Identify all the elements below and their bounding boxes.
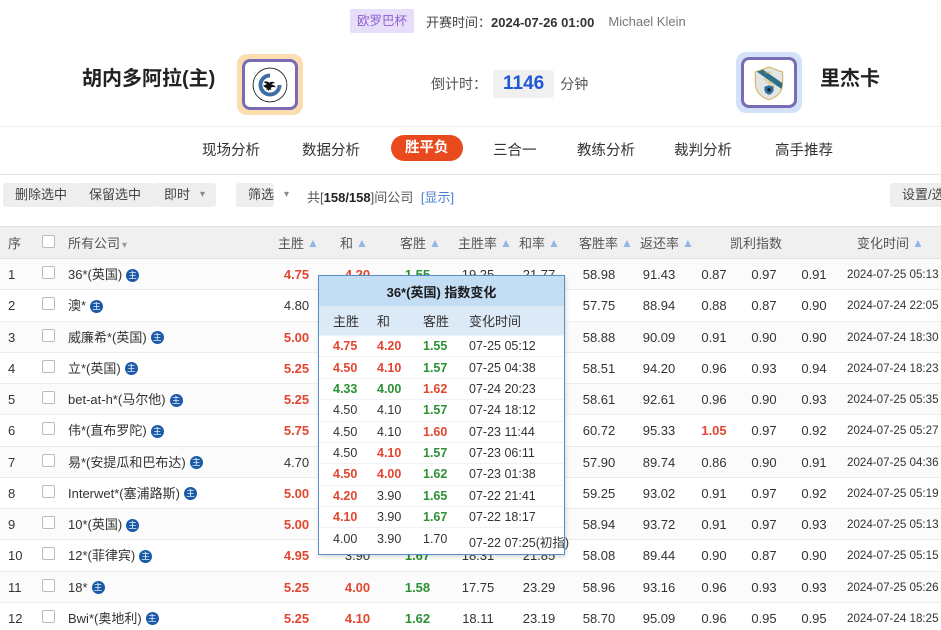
svg-text:HNK: HNK [765, 70, 772, 74]
